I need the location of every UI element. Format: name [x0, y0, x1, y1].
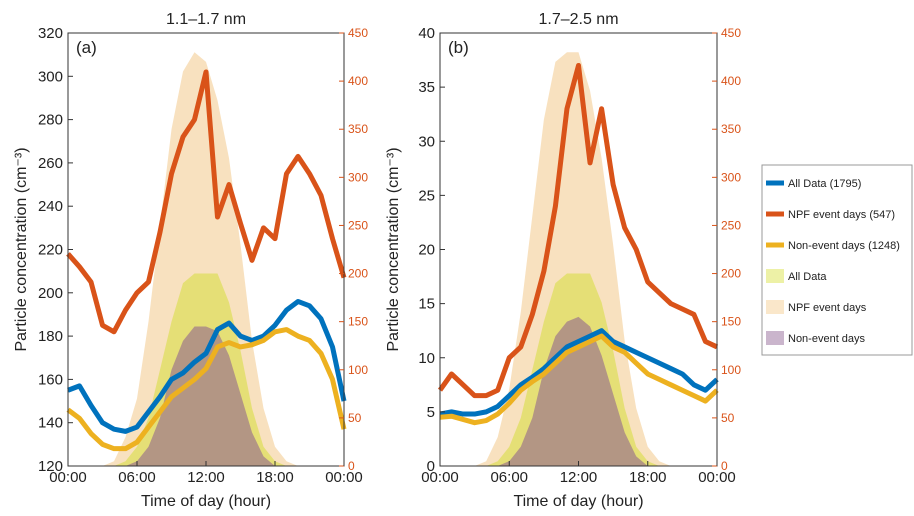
y2-tick-label: 50: [721, 411, 735, 425]
y2-tick-label: 200: [348, 267, 368, 281]
y2-tick-label: 250: [348, 218, 368, 232]
x-tick-label: 00:00: [49, 469, 87, 486]
y2-tick-label: 300: [721, 170, 741, 184]
legend-label: NPF event days: [788, 302, 867, 314]
x-tick-label: 18:00: [629, 469, 667, 486]
line: Non-event days (1248): [66, 327, 347, 452]
area: NPF event days: [68, 52, 344, 466]
legend-box: [761, 164, 913, 356]
line: Non-event days (1248): [439, 333, 719, 426]
y2-tick-label: 0: [348, 459, 355, 473]
y2-tick-label: 150: [721, 315, 741, 329]
chart-title: 1.1–1.7 nm: [166, 11, 246, 28]
y2-tick-label: 200: [721, 267, 741, 281]
legend-label: NPF event days (547): [788, 209, 895, 221]
y-axis-label: Particle concentration (cm⁻³): [385, 147, 402, 351]
panel: NPF event daysAll DataNon-event daysAll …: [385, 11, 741, 510]
y-tick-label: 220: [38, 242, 63, 259]
y-tick-label: 320: [38, 25, 63, 42]
legend-swatch: [766, 269, 784, 283]
y-tick-label: 10: [418, 350, 435, 367]
y2-tick-label: 400: [721, 74, 741, 88]
x-tick-label: 00:00: [421, 469, 459, 486]
legend-swatch: [766, 300, 784, 314]
y-tick-label: 300: [38, 68, 63, 85]
x-tick-label: 12:00: [187, 469, 225, 486]
legend-label: Non-event days: [788, 333, 866, 345]
y-tick-label: 120: [38, 458, 63, 475]
x-tick-label: 00:00: [325, 469, 363, 486]
y2-tick-label: 300: [348, 170, 368, 184]
y-tick-label: 25: [418, 187, 435, 204]
y2-tick-label: 400: [348, 74, 368, 88]
annotation: (b): [448, 38, 469, 57]
line: NPF event days (547): [437, 62, 719, 399]
annotation: (a): [76, 38, 97, 57]
legend-label: All Data: [788, 271, 827, 283]
y2-tick-label: 250: [721, 218, 741, 232]
y-tick-label: 15: [418, 296, 435, 313]
legend-swatch: [766, 331, 784, 345]
x-tick-label: 18:00: [256, 469, 294, 486]
y2-tick-label: 450: [348, 26, 368, 40]
line: All Data (1795): [439, 328, 719, 417]
y-tick-label: 260: [38, 155, 63, 172]
y-tick-label: 20: [418, 242, 435, 259]
x-axis-label: Time of day (hour): [513, 493, 643, 510]
y2-tick-label: 0: [721, 459, 728, 473]
x-tick-label: 12:00: [560, 469, 598, 486]
legend: All Data (1795) NPF event days (547) Non-e…: [761, 164, 913, 356]
x-tick-label: 00:00: [698, 469, 736, 486]
y-tick-label: 35: [418, 79, 435, 96]
y2-tick-label: 100: [348, 363, 368, 377]
y-tick-label: 5: [427, 404, 435, 421]
y-tick-label: 40: [418, 25, 435, 42]
y-tick-label: 160: [38, 371, 63, 388]
y-tick-label: 200: [38, 285, 63, 302]
area: Non-event days: [440, 316, 717, 466]
y-tick-label: 240: [38, 198, 63, 215]
panel: NPF event daysAll DataNon-event daysAll …: [13, 11, 368, 510]
y2-tick-label: 100: [721, 363, 741, 377]
legend-label: All Data (1795): [788, 178, 861, 190]
area: Non-event days: [68, 326, 344, 466]
y2-tick-label: 50: [348, 411, 362, 425]
x-tick-label: 06:00: [490, 469, 528, 486]
line: All Data (1795): [67, 298, 347, 434]
y-axis-label: Particle concentration (cm⁻³): [13, 147, 30, 351]
x-tick-label: 06:00: [118, 469, 156, 486]
y-tick-label: 180: [38, 328, 63, 345]
legend-label: Non-event days (1248): [788, 240, 900, 252]
x-axis-label: Time of day (hour): [141, 493, 271, 510]
y-tick-label: 30: [418, 133, 435, 150]
y2-tick-label: 450: [721, 26, 741, 40]
line: NPF event days (547): [66, 69, 347, 335]
y2-tick-label: 150: [348, 315, 368, 329]
y2-tick-label: 350: [348, 122, 368, 136]
y-tick-label: 140: [38, 415, 63, 432]
y-tick-label: 280: [38, 112, 63, 129]
chart-title: 1.7–2.5 nm: [538, 11, 618, 28]
y-tick-label: 0: [427, 458, 435, 475]
y2-tick-label: 350: [721, 122, 741, 136]
area: NPF event days: [440, 52, 717, 466]
